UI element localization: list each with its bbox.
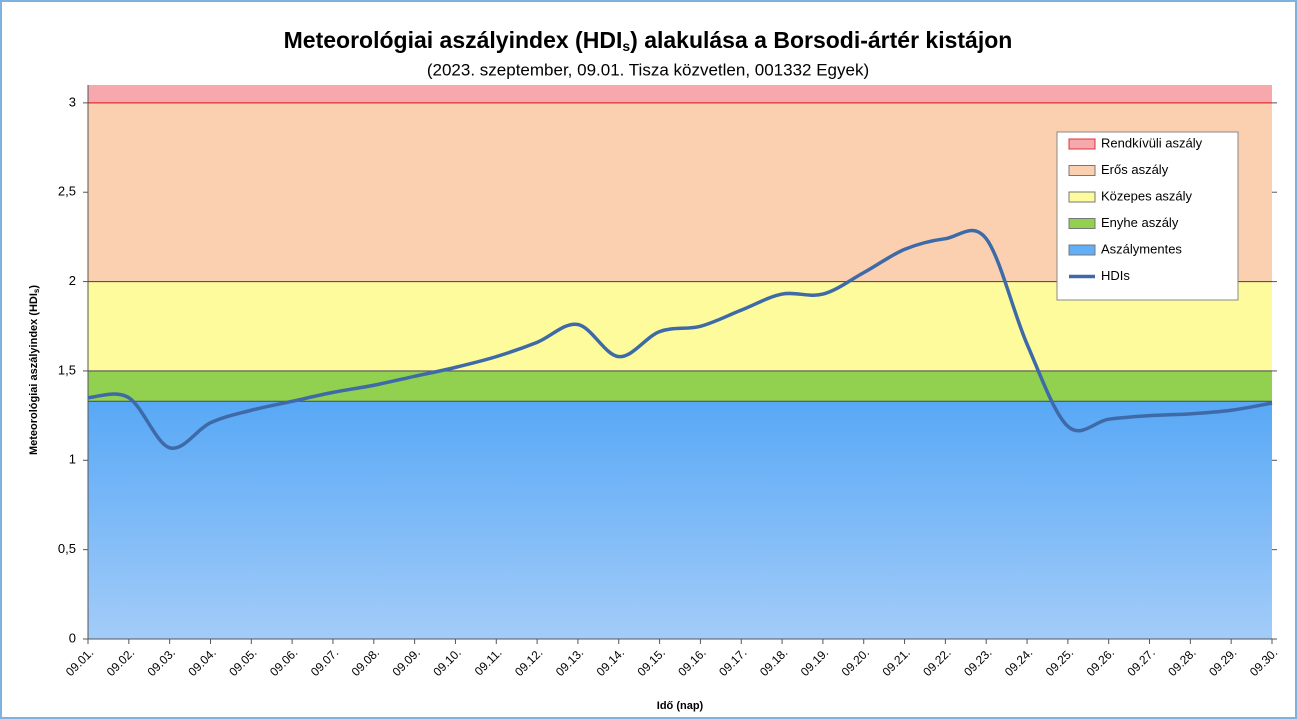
legend-swatch [1068, 165, 1096, 176]
legend-label: Közepes aszály [1101, 188, 1193, 203]
series-line [87, 228, 1273, 450]
title-sub: s [622, 38, 630, 54]
legend-swatch [1068, 218, 1096, 229]
legend-label: HDIs [1101, 268, 1130, 283]
legend-swatch [1068, 138, 1096, 150]
y-label-part: Meteorológiai aszályindex (HDI [28, 293, 40, 455]
x-axis-label: Idő (nap) [657, 700, 704, 712]
y-tick-label: 1 [69, 452, 76, 467]
legend-swatch [1068, 244, 1096, 256]
chart-title: Meteorológiai aszályindex (HDIs) alakulá… [284, 27, 1013, 54]
y-tick-label: 2 [69, 273, 76, 288]
band [88, 85, 1272, 103]
y-tick-label: 0,5 [58, 541, 76, 556]
y-tick-label: 1,5 [58, 362, 76, 377]
legend-label: Erős aszály [1101, 162, 1169, 177]
y-axis-label: Meteorológiai aszályindex (HDIs) [28, 285, 41, 455]
legend-label: Rendkívüli aszály [1101, 135, 1203, 150]
y-tick-label: 0 [69, 630, 76, 645]
legend-label: Enyhe aszály [1101, 215, 1179, 230]
y-tick-label: 3 [69, 94, 76, 109]
chart-subtitle: (2023. szeptember, 09.01. Tisza közvetle… [427, 60, 869, 79]
band [88, 401, 1272, 639]
title-part: ) alakulása a Borsodi-ártér kistájon [630, 27, 1012, 53]
y-label-sub: s [32, 288, 41, 293]
legend-label: Aszálymentes [1101, 241, 1182, 256]
y-label-part: ) [28, 285, 40, 289]
title-part: Meteorológiai aszályindex (HDI [284, 27, 623, 53]
band [88, 370, 1272, 402]
y-tick-label: 2,5 [58, 184, 76, 199]
legend-swatch [1068, 191, 1096, 203]
legend-box [1056, 131, 1239, 301]
